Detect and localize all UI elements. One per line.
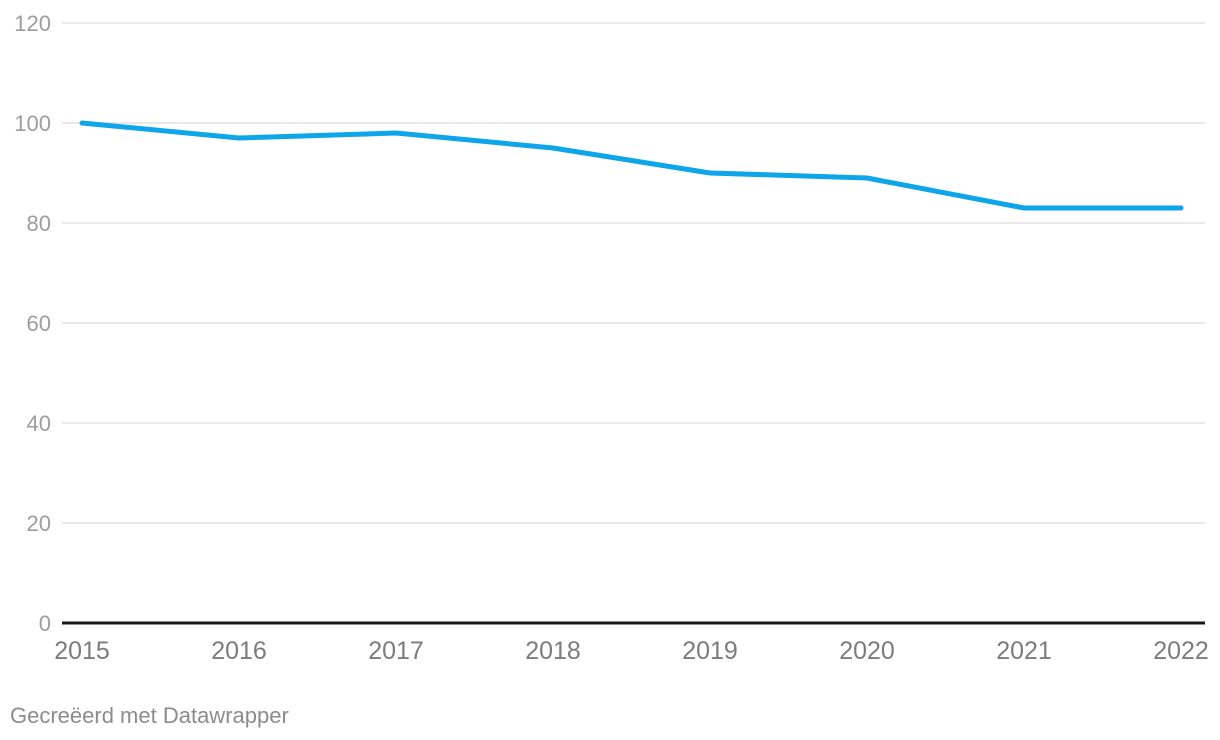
y-tick-label-80: 80 bbox=[27, 211, 51, 236]
y-tick-label-120: 120 bbox=[14, 11, 51, 36]
x-tick-label-2017: 2017 bbox=[368, 637, 424, 665]
x-tick-label-2015: 2015 bbox=[54, 637, 110, 665]
y-tick-label-0: 0 bbox=[39, 611, 51, 636]
data-line-series bbox=[79, 120, 1184, 211]
datawrapper-credit: Gecreëerd met Datawrapper bbox=[10, 703, 289, 728]
x-tick-label-2021: 2021 bbox=[996, 637, 1052, 665]
y-tick-label-100: 100 bbox=[14, 111, 51, 136]
x-tick-label-2020: 2020 bbox=[839, 637, 895, 665]
x-tick-label-2018: 2018 bbox=[525, 637, 581, 665]
y-tick-label-20: 20 bbox=[27, 511, 51, 536]
y-tick-label-40: 40 bbox=[27, 411, 51, 436]
y-tick-label-60: 60 bbox=[27, 311, 51, 336]
x-tick-label-2019: 2019 bbox=[682, 637, 738, 665]
x-tick-label-2016: 2016 bbox=[211, 637, 267, 665]
x-tick-label-2022: 2022 bbox=[1153, 637, 1209, 665]
line-chart-svg: 0 20 40 60 80 100 120 2015 2016 2017 2018 2019 2020 2… bbox=[14, 11, 1209, 665]
